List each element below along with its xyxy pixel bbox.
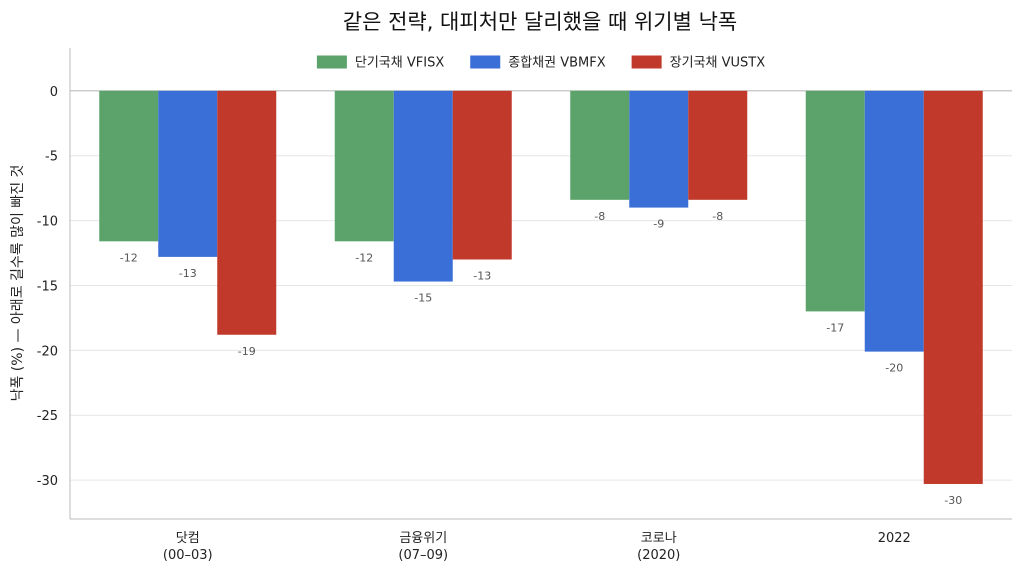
bar-value-label: -8 [712,210,723,223]
y-tick-labels: 0 -5 -10 -15 -20 -25 -30 [37,85,58,489]
bar [217,90,277,335]
chart-axes [69,48,1012,520]
bar [570,90,630,200]
legend-label: 장기국채 VUSTX [670,56,766,71]
x-tick-labels: 닷컴 (00–03) 금융위기 (07–09) 코로나 (2020) 2022 [163,531,911,563]
bar-value-label: -8 [594,210,605,223]
bar [923,90,983,484]
legend-swatch [631,55,662,69]
y-tick-label: 0 [50,85,58,100]
y-tick-label: -20 [37,344,58,359]
legend-label: 단기국채 VFISX [355,56,444,71]
bar-value-label: -19 [238,345,256,358]
legend-label: 종합채권 VBMFX [508,56,605,71]
bar [334,90,394,242]
legend-swatch [470,55,501,69]
bar [158,90,218,257]
x-tick-label: 금융위기 (07–09) [398,531,448,563]
bar-value-label: -12 [120,251,138,264]
x-tick-label: 닷컴 (00–03) [163,531,213,563]
y-tick-label: -30 [37,474,58,489]
bar [452,90,512,260]
bar-value-label: -12 [355,251,373,264]
bar [688,90,748,200]
bar-value-label: -30 [944,494,962,507]
bar-value-label: -13 [179,267,197,280]
y-tick-label: -10 [37,215,58,230]
bar-value-label: -17 [826,321,844,334]
chart-title: 같은 전략, 대피처만 달리했을 때 위기별 낙폭 [343,10,738,34]
chart-legend: 단기국채 VFISX 종합채권 VBMFX 장기국채 VUSTX [316,55,766,71]
y-tick-label: -15 [37,279,58,294]
y-tick-label: -5 [45,150,58,165]
x-tick-label: 코로나 (2020) [637,531,680,563]
legend-swatch [316,55,347,69]
bar [629,90,689,208]
bar-value-label: -15 [414,292,432,305]
bar [805,90,865,312]
bar [864,90,924,352]
bar-value-label: -9 [653,218,664,231]
bar-value-label: -20 [885,362,903,375]
x-tick-label: 2022 [878,531,911,546]
bar [99,90,159,242]
y-axis-label: 낙폭 (%) — 아래로 길수록 많이 빠진 것 [10,165,26,402]
y-tick-label: -25 [37,409,58,424]
bar-series: -12 -13 -19 -12 -15 -13 -8 -9 -8 -17 -20 -30 [99,90,983,507]
bar [393,90,453,282]
bar-value-label: -13 [473,269,491,282]
